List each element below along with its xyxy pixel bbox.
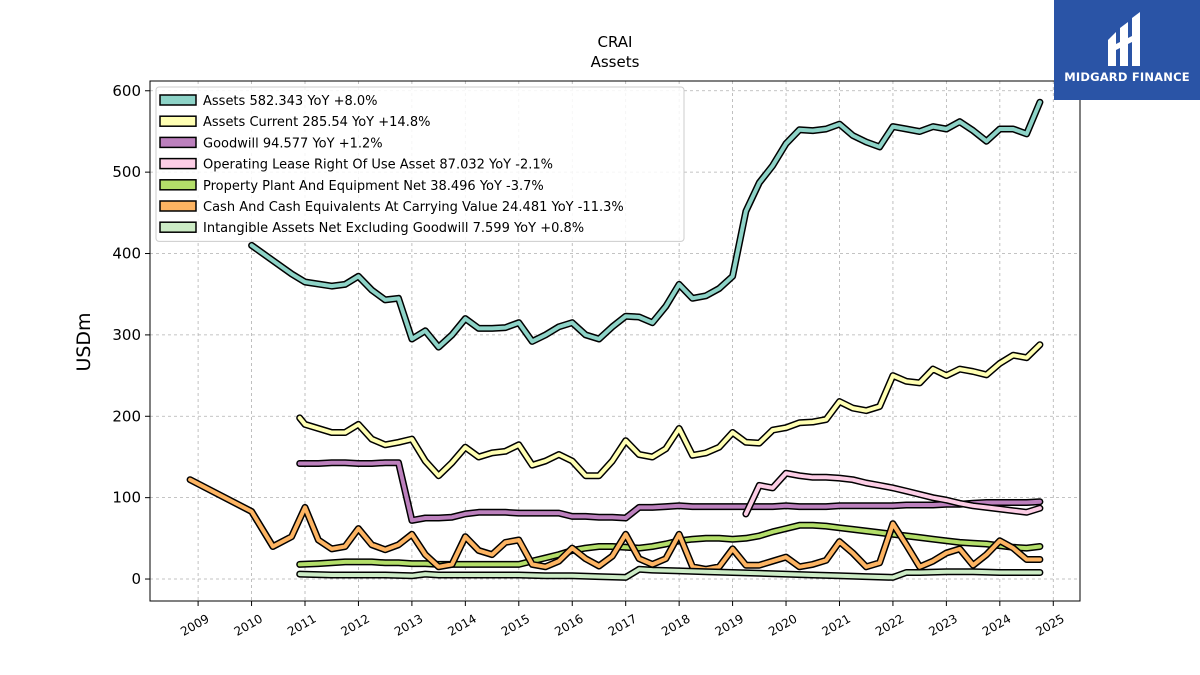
- midgard-logo-icon: [1108, 12, 1140, 66]
- series-1: [296, 341, 1044, 480]
- y-tick-label: 0: [131, 570, 141, 588]
- series-layer: [186, 98, 1044, 581]
- y-tick-label: 600: [112, 82, 141, 100]
- legend-swatch: [159, 221, 197, 233]
- series-line-outline: [296, 341, 1044, 480]
- series-line: [297, 342, 1042, 478]
- legend-box: [155, 86, 685, 242]
- legend-swatch: [159, 200, 197, 212]
- legend-label: Assets 582.343 YoY +8.0%: [203, 94, 378, 109]
- legend-label: Intangible Assets Net Excluding Goodwill…: [203, 221, 584, 236]
- x-axis: 2009 2010 2011 2012 2013 2014 2015 2016 2017 2018…: [178, 601, 1067, 639]
- x-tick-label: 2012: [338, 611, 371, 638]
- legend-swatch: [159, 115, 197, 127]
- series-2: [296, 459, 1044, 524]
- plot-frame: [149, 80, 1081, 602]
- x-tick-label: 2017: [606, 611, 639, 638]
- legend-item: Intangible Assets Net Excluding Goodwill…: [159, 221, 584, 236]
- series-line: [743, 471, 1042, 516]
- x-tick-label: 2019: [713, 611, 746, 638]
- x-tick-label: 2022: [873, 611, 906, 638]
- x-tick-label: 2023: [926, 611, 959, 638]
- legend-label: Operating Lease Right Of Use Asset 87.03…: [203, 158, 553, 173]
- logo-text: MIDGARD FINANCE: [1064, 70, 1190, 84]
- x-tick-label: 2014: [445, 611, 478, 638]
- y-tick-label: 400: [112, 245, 141, 263]
- y-axis-label: USDm: [73, 312, 95, 371]
- legend-item: Goodwill 94.577 YoY +1.2%: [159, 136, 383, 151]
- legend-swatch: [159, 94, 197, 106]
- x-tick-label: 2013: [392, 611, 425, 638]
- legend-item: Cash And Cash Equivalents At Carrying Va…: [159, 200, 624, 215]
- legend-item: Property Plant And Equipment Net 38.496 …: [159, 179, 544, 194]
- x-tick-label: 2018: [659, 611, 692, 638]
- series-line: [249, 100, 1042, 350]
- x-tick-label: 2010: [232, 611, 265, 638]
- series-5: [186, 476, 1044, 573]
- y-tick-label: 500: [112, 163, 141, 181]
- x-tick-label: 2024: [980, 611, 1013, 638]
- y-tick-label: 100: [112, 489, 141, 507]
- midgard-finance-logo: MIDGARD FINANCE: [1054, 0, 1200, 100]
- x-tick-label: 2015: [499, 611, 532, 638]
- legend-label: Goodwill 94.577 YoY +1.2%: [203, 136, 383, 151]
- x-tick-label: 2025: [1033, 611, 1066, 638]
- legend-label: Cash And Cash Equivalents At Carrying Va…: [203, 200, 624, 215]
- y-tick-label: 300: [112, 326, 141, 344]
- series-3: [742, 469, 1044, 518]
- legend-label: Property Plant And Equipment Net 38.496 …: [203, 179, 544, 194]
- legend-item: Operating Lease Right Of Use Asset 87.03…: [159, 157, 553, 173]
- legend-item: Assets 582.343 YoY +8.0%: [159, 94, 378, 109]
- legend: Assets 582.343 YoY +8.0% Assets Current 2…: [155, 86, 685, 242]
- series-line: [297, 567, 1042, 580]
- legend-label: Assets Current 285.54 YoY +14.8%: [203, 115, 430, 130]
- x-tick-label: 2011: [285, 611, 318, 638]
- series-0: [248, 98, 1044, 351]
- legend-swatch: [159, 179, 197, 191]
- legend-swatch: [159, 136, 197, 149]
- chart-title: CRAI: [598, 33, 633, 51]
- chart-subtitle: Assets: [591, 53, 640, 71]
- series-line: [297, 460, 1042, 523]
- legend-swatch: [159, 157, 197, 170]
- x-tick-label: 2021: [820, 611, 853, 638]
- series-line: [188, 477, 1042, 572]
- y-tick-label: 200: [112, 407, 141, 425]
- y-axis: 0 100 200 300 400 500 600: [112, 82, 150, 588]
- x-tick-label: 2009: [178, 611, 211, 638]
- x-tick-label: 2020: [766, 611, 799, 638]
- series-6: [296, 565, 1044, 581]
- x-tick-label: 2016: [552, 611, 585, 638]
- legend-item: Assets Current 285.54 YoY +14.8%: [159, 115, 430, 130]
